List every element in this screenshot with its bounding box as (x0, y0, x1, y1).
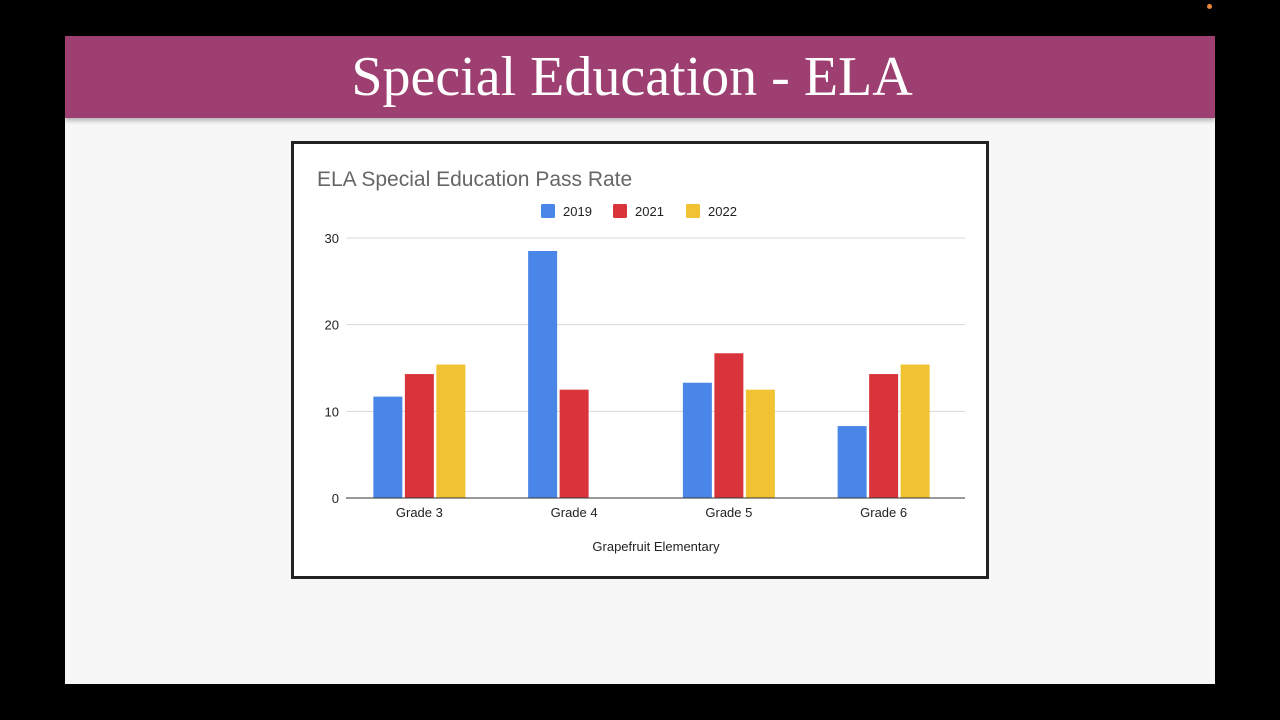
legend-swatch (613, 204, 627, 218)
x-tick-label: Grade 6 (860, 505, 907, 520)
x-axis-ticks: Grade 3 Grade 4 Grade 5 Grade 6 (396, 505, 907, 520)
bar-2022-grade-3 (436, 364, 466, 498)
legend-swatch (541, 204, 555, 218)
y-tick-label: 0 (332, 491, 339, 506)
chart-bars (373, 251, 930, 498)
chart-frame: ELA Special Education Pass Rate 2019 2021… (291, 141, 989, 579)
x-tick-label: Grade 4 (551, 505, 598, 520)
legend-label: 2021 (635, 204, 664, 219)
bar-2019-grade-5 (682, 382, 712, 498)
slide-title: Special Education - ELA (351, 46, 913, 108)
y-tick-label: 30 (325, 231, 339, 246)
bar-2021-grade-6 (869, 374, 899, 498)
chart-legend: 2019 2021 2022 (541, 204, 737, 219)
bar-2021-grade-5 (714, 353, 744, 498)
legend-swatch (686, 204, 700, 218)
title-banner: Special Education - ELA (65, 36, 1215, 118)
bar-2019-grade-6 (837, 426, 867, 498)
bar-2019-grade-4 (528, 251, 558, 498)
x-tick-label: Grade 3 (396, 505, 443, 520)
presentation-slide: Special Education - ELA ELA Special Educ… (65, 36, 1215, 684)
bar-chart: ELA Special Education Pass Rate 2019 2021… (317, 168, 965, 554)
bar-2019-grade-3 (373, 396, 403, 498)
y-axis-ticks: 0 10 20 30 (325, 231, 339, 506)
legend-label: 2022 (708, 204, 737, 219)
bar-2021-grade-4 (559, 389, 589, 498)
bar-2022-grade-5 (745, 389, 775, 498)
y-tick-label: 20 (325, 318, 339, 333)
recording-indicator-icon (1207, 4, 1212, 9)
legend-label: 2019 (563, 204, 592, 219)
chart-title: ELA Special Education Pass Rate (317, 168, 632, 191)
bar-2021-grade-3 (404, 374, 434, 498)
y-tick-label: 10 (325, 404, 339, 419)
x-tick-label: Grade 5 (705, 505, 752, 520)
bar-2022-grade-6 (900, 364, 930, 498)
x-axis-label: Grapefruit Elementary (592, 539, 720, 554)
